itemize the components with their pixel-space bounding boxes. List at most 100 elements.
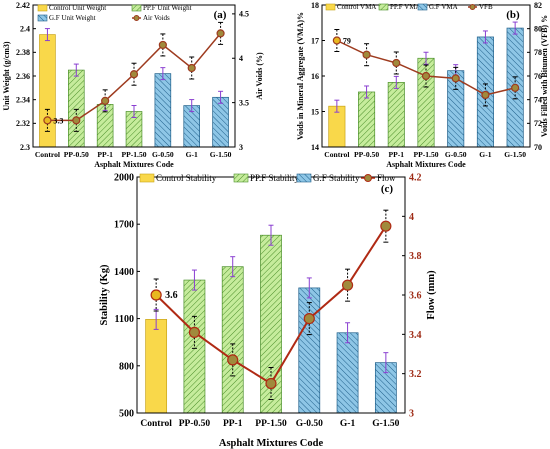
x-tick-label: G-0.50 — [152, 150, 174, 159]
x-tick-label: PP-0.50 — [64, 150, 89, 159]
bar-PP-0.50 — [358, 91, 376, 148]
y-tick-label: 14 — [311, 143, 319, 152]
y-tick-label: 2.32 — [16, 119, 30, 128]
x-tick-label: G-1 — [186, 150, 198, 159]
legend-swatch — [378, 3, 389, 11]
panel-label: (c) — [381, 183, 394, 195]
line-point-G-1 — [187, 63, 196, 73]
y2-tick-label: 74 — [534, 95, 542, 104]
y-tick-label: 2.3 — [20, 143, 30, 152]
line-point-Control — [332, 36, 341, 45]
line-point-PP-1.50 — [421, 71, 431, 81]
y-tick-label: 2.38 — [16, 48, 30, 57]
chart-panel-1: 79 14 15 16 17 18 70 72 74 76 78 80 82 Control PP-0.50… — [296, 1, 549, 169]
legend-entry: Air Voids — [143, 14, 170, 22]
x-tick-label: G-1 — [340, 419, 356, 429]
y2-axis-label: Air Voids (%) — [255, 52, 264, 100]
y-axis-label: Unit Weight (g/cm3) — [2, 41, 11, 111]
legend-entry: Control Stability — [156, 173, 217, 183]
y-tick-label: 17 — [311, 36, 319, 45]
x-tick-label: PP-1.50 — [121, 150, 146, 159]
legend-entry: Flow — [377, 173, 396, 183]
legend-swatch-marker — [364, 174, 372, 182]
y-tick-label: 2.34 — [16, 95, 30, 104]
x-tick-label: Control — [35, 150, 60, 159]
y2-tick-label: 80 — [534, 24, 542, 33]
x-tick-label: Control — [140, 419, 172, 429]
y2-tick-label: 4.2 — [409, 173, 422, 184]
legend-swatch — [131, 4, 142, 12]
x-tick-label: PP-1.50 — [255, 419, 287, 429]
line-point-PP-0.50 — [72, 116, 81, 125]
bar-G-1.50 — [212, 96, 229, 148]
line-point-G-0.50 — [451, 74, 460, 83]
y2-tick-label: 4 — [409, 212, 414, 223]
y2-tick-label: 82 — [534, 1, 542, 10]
y-tick-label: 1100 — [115, 314, 134, 325]
legend-swatch — [325, 3, 336, 11]
y2-tick-label: 3.2 — [409, 369, 422, 380]
point-annotation: 3.6 — [165, 290, 178, 301]
legend-swatch — [233, 173, 249, 183]
bar-Control — [145, 319, 168, 414]
line-point-G-1.50 — [216, 29, 225, 38]
legend-swatch — [417, 3, 428, 11]
bar-PP-0.50 — [183, 279, 206, 414]
y-tick-label: 18 — [311, 1, 319, 10]
y-tick-label: 800 — [119, 361, 134, 372]
line-point-PP-0.50 — [188, 326, 201, 338]
chart-panel-2: 3.6 500 800 1100 1400 1700 2000 3 3.2 3.4 3.6 3.8 4 4… — [99, 173, 437, 449]
x-tick-label: G-1 — [479, 150, 491, 159]
x-axis-label: Asphalt Mixtures Code — [386, 160, 466, 169]
y-axis-label: Voids in Mineral Aggregate (VMA)% — [296, 12, 305, 140]
y2-tick-label: 3 — [409, 409, 414, 420]
point-annotation: 79 — [343, 37, 351, 46]
line-point-G-1 — [481, 90, 490, 100]
bar-Control — [39, 34, 56, 148]
y-axis-label: Stability (Kg) — [99, 264, 110, 325]
bar-G-1 — [336, 332, 359, 414]
legend-swatch — [296, 173, 312, 183]
line-point-PP-1 — [392, 58, 401, 68]
x-tick-label: G-1.50 — [372, 419, 399, 429]
line-point-PP-1.50 — [129, 70, 139, 79]
x-tick-label: PP-0.50 — [179, 419, 211, 429]
y2-tick-label: 72 — [534, 119, 542, 128]
legend-entry: G.F Stability — [313, 173, 360, 183]
y2-tick-label: 4 — [239, 54, 243, 63]
panel-label: (b) — [506, 9, 520, 21]
line-point-PP-1 — [227, 354, 239, 366]
x-tick-label: PP-0.50 — [354, 150, 379, 159]
x-tick-label: PP-1 — [223, 419, 243, 429]
y-tick-label: 16 — [311, 72, 319, 81]
x-axis-label: Asphalt Mixtures Code — [219, 438, 324, 449]
x-tick-label: G-1.50 — [504, 150, 526, 159]
y2-tick-label: 3.4 — [409, 330, 422, 341]
y2-tick-label: 3.6 — [409, 291, 422, 302]
y2-axis-label: Flow (mm) — [426, 270, 437, 320]
panel-label: (a) — [214, 9, 227, 21]
line-point-G-0.50 — [303, 313, 315, 325]
y2-tick-label: 76 — [534, 72, 542, 81]
y-tick-label: 2.42 — [16, 1, 30, 10]
y-tick-label: 15 — [311, 107, 319, 116]
legend-entry: Control Unit Weight — [49, 4, 106, 12]
bar-PP-1.50 — [417, 57, 435, 148]
x-tick-label: G-0.50 — [445, 150, 467, 159]
legend-swatch — [37, 14, 48, 22]
line-point-PP-0.50 — [362, 50, 371, 59]
legend-entry: VFB — [479, 3, 493, 11]
y-tick-label: 1700 — [114, 220, 134, 231]
y2-axis-label: Voids Filled with Bitumen (VFB) % — [540, 15, 549, 137]
y2-tick-label: 3 — [239, 143, 243, 152]
point-annotation: 3.3 — [53, 116, 63, 125]
x-tick-label: PP-1 — [97, 150, 113, 159]
y-tick-label: 2000 — [114, 173, 134, 184]
y2-tick-label: 3.5 — [239, 98, 249, 107]
bar-PP-1 — [387, 82, 405, 148]
line-point-Control — [43, 116, 52, 125]
legend-entry: G.F VMA — [429, 3, 458, 11]
x-axis-label: Asphalt Mixtures Code — [94, 160, 174, 169]
bar-PP-1 — [221, 266, 244, 414]
